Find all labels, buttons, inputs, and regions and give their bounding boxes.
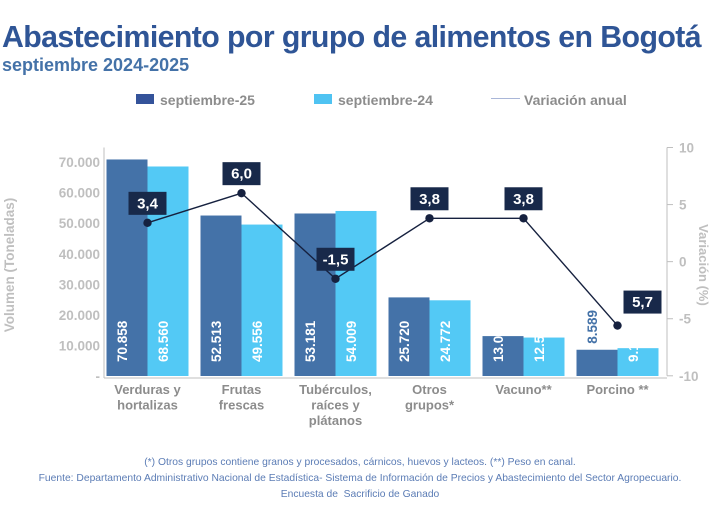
svg-text:Otros: Otros xyxy=(412,382,447,397)
svg-text:Tubérculos,: Tubérculos, xyxy=(299,382,372,397)
svg-text:Verduras y: Verduras y xyxy=(114,382,181,397)
svg-text:0: 0 xyxy=(679,255,687,270)
svg-text:68.560: 68.560 xyxy=(156,321,171,362)
svg-text:plátanos: plátanos xyxy=(309,413,362,428)
svg-text:-5: -5 xyxy=(679,312,691,327)
svg-text:20.000: 20.000 xyxy=(59,308,100,323)
svg-text:3,4: 3,4 xyxy=(137,195,159,212)
svg-text:3,8: 3,8 xyxy=(513,191,534,208)
svg-text:hortalizas: hortalizas xyxy=(117,398,178,413)
svg-text:-10: -10 xyxy=(679,369,699,384)
svg-text:6,0: 6,0 xyxy=(231,166,252,183)
svg-text:25.720: 25.720 xyxy=(397,321,412,362)
svg-text:Porcino **: Porcino ** xyxy=(586,382,649,397)
svg-text:Frutas: Frutas xyxy=(222,382,262,397)
svg-text:5,7: 5,7 xyxy=(632,294,653,311)
svg-text:53.181: 53.181 xyxy=(303,320,318,362)
svg-text:50.000: 50.000 xyxy=(59,216,100,231)
svg-text:Volumen (Toneladas): Volumen (Toneladas) xyxy=(2,198,17,333)
svg-text:3,8: 3,8 xyxy=(419,191,440,208)
svg-text:30.000: 30.000 xyxy=(59,277,100,292)
svg-text:9.111: 9.111 xyxy=(626,329,641,362)
svg-text:24.772: 24.772 xyxy=(438,321,453,362)
svg-text:-: - xyxy=(96,369,101,384)
svg-text:Vacuno**: Vacuno** xyxy=(495,382,552,397)
svg-text:49.556: 49.556 xyxy=(250,320,265,362)
svg-text:40.000: 40.000 xyxy=(59,247,100,262)
svg-text:52.513: 52.513 xyxy=(209,320,224,362)
svg-text:8.589: 8.589 xyxy=(585,310,600,344)
svg-text:60.000: 60.000 xyxy=(59,186,100,201)
svg-text:raíces y: raíces y xyxy=(311,398,360,413)
svg-text:54.009: 54.009 xyxy=(344,321,359,362)
svg-text:grupos*: grupos* xyxy=(405,398,455,413)
svg-text:70.000: 70.000 xyxy=(59,155,100,170)
svg-text:10: 10 xyxy=(679,141,694,156)
svg-text:frescas: frescas xyxy=(219,398,265,413)
svg-text:Variación (%): Variación (%) xyxy=(696,224,711,306)
svg-text:13.056: 13.056 xyxy=(491,320,506,362)
svg-text:70.858: 70.858 xyxy=(115,320,130,362)
svg-text:10.000: 10.000 xyxy=(59,338,100,353)
svg-text:-1,5: -1,5 xyxy=(323,251,349,268)
svg-text:5: 5 xyxy=(679,198,687,213)
svg-text:12.583: 12.583 xyxy=(532,320,547,362)
